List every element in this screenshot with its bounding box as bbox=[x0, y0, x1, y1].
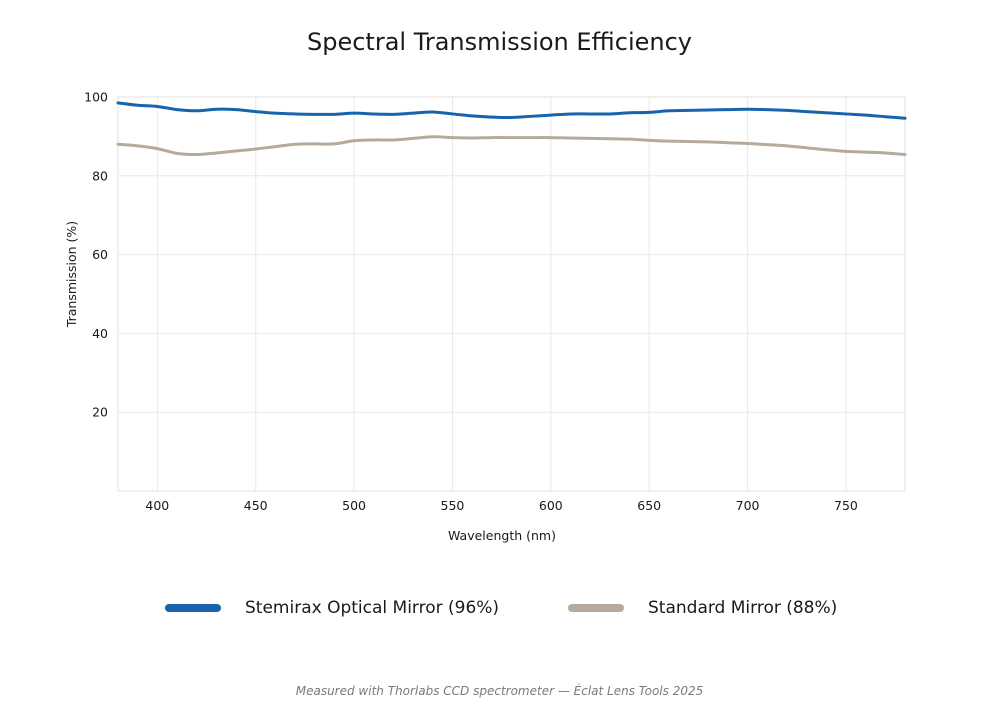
plot-frame bbox=[117, 96, 906, 492]
x-tick-label: 400 bbox=[145, 498, 169, 513]
x-tick-label: 750 bbox=[834, 498, 858, 513]
footer-note: Measured with Thorlabs CCD spectrometer … bbox=[295, 684, 704, 698]
y-tick-label: 40 bbox=[92, 326, 108, 341]
x-tick-labels: 400 450 500 550 600 650 700 750 bbox=[145, 498, 858, 513]
grid-layer bbox=[118, 96, 905, 491]
legend-swatch-stemirax bbox=[165, 604, 221, 612]
x-tick-label: 550 bbox=[441, 498, 465, 513]
legend-item-stemirax: Stemirax Optical Mirror (96%) bbox=[165, 598, 499, 618]
y-tick-label: 60 bbox=[92, 247, 108, 262]
x-axis-label: Wavelength (nm) bbox=[448, 528, 556, 543]
x-tick-label: 600 bbox=[539, 498, 563, 513]
x-tick-label: 450 bbox=[244, 498, 268, 513]
legend: Stemirax Optical Mirror (96%) Standard M… bbox=[0, 598, 999, 628]
y-tick-label: 100 bbox=[84, 90, 108, 105]
y-tick-label: 20 bbox=[92, 405, 108, 420]
y-axis-label: Transmission (%) bbox=[64, 221, 79, 328]
y-tick-label: 80 bbox=[92, 168, 108, 183]
x-tick-label: 500 bbox=[342, 498, 366, 513]
x-tick-label: 700 bbox=[736, 498, 760, 513]
legend-label-standard: Standard Mirror (88%) bbox=[648, 598, 838, 618]
chart-title: Spectral Transmission Efficiency bbox=[307, 28, 692, 56]
series-line-stemirax bbox=[116, 101, 907, 120]
series-layer bbox=[116, 101, 907, 157]
legend-swatch-standard bbox=[568, 604, 624, 612]
y-tick-labels: 20 40 60 80 100 bbox=[84, 90, 108, 420]
series-line-standard bbox=[116, 135, 907, 157]
x-tick-label: 650 bbox=[637, 498, 661, 513]
legend-label-stemirax: Stemirax Optical Mirror (96%) bbox=[245, 598, 500, 618]
legend-item-standard: Standard Mirror (88%) bbox=[568, 598, 837, 618]
